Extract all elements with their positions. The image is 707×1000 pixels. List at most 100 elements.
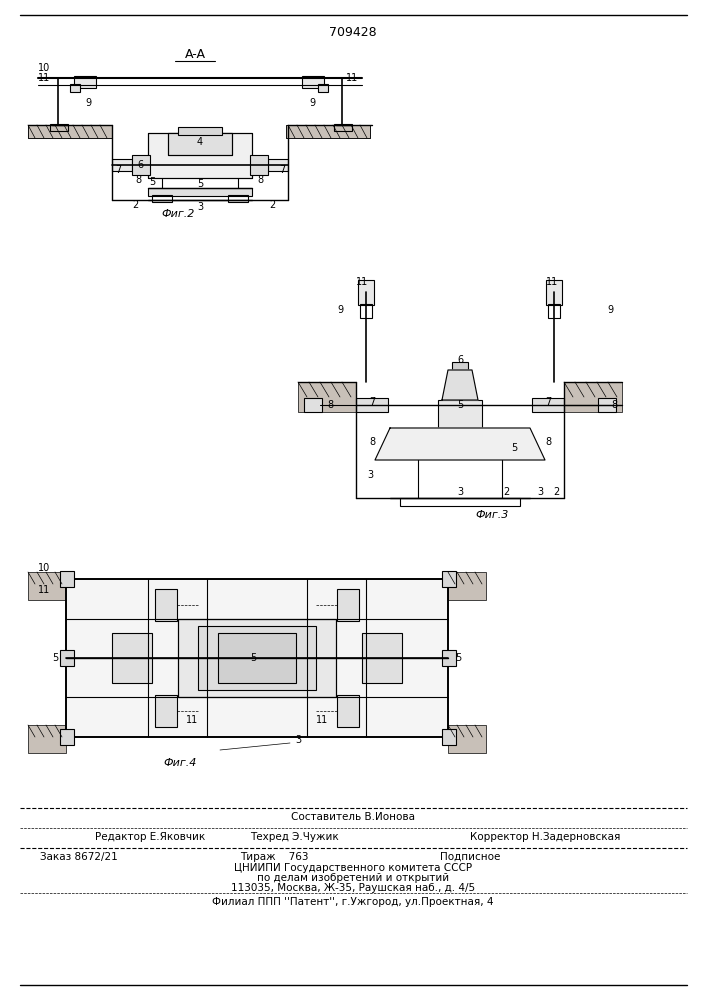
Bar (250, 155, 268, 175)
Bar (70, 84, 80, 92)
Text: 7: 7 (279, 165, 285, 175)
Text: 5: 5 (455, 653, 461, 663)
Bar (442, 650, 456, 666)
Text: Редактор Е.Яковчик: Редактор Е.Яковчик (95, 832, 205, 842)
Text: 8: 8 (135, 175, 141, 185)
Bar (548, 304, 560, 318)
Bar (152, 195, 172, 202)
Bar (218, 633, 296, 683)
Bar (564, 382, 622, 412)
Bar (28, 125, 112, 138)
Bar (298, 382, 356, 412)
Bar (148, 133, 252, 178)
Text: Фиг.2: Фиг.2 (161, 209, 194, 219)
Text: 5: 5 (457, 400, 463, 410)
Bar (356, 398, 388, 412)
Bar (337, 589, 359, 621)
Text: 8: 8 (611, 400, 617, 410)
Text: 6: 6 (137, 160, 143, 170)
Bar (452, 362, 468, 370)
Bar (358, 280, 374, 305)
Bar (66, 579, 448, 737)
Text: 2: 2 (553, 487, 559, 497)
Bar (442, 729, 456, 745)
Text: 11: 11 (316, 715, 328, 725)
Text: 5: 5 (52, 653, 58, 663)
Bar (28, 572, 66, 600)
Bar (178, 127, 222, 135)
Bar (28, 125, 112, 138)
Text: 3: 3 (457, 487, 463, 497)
Text: Подписное: Подписное (440, 852, 501, 862)
Bar (362, 633, 402, 683)
Text: 2: 2 (132, 200, 138, 210)
Bar (532, 398, 564, 412)
Bar (360, 304, 372, 318)
Bar (28, 725, 66, 753)
Text: Фиг.3: Фиг.3 (475, 510, 509, 520)
Bar (198, 626, 316, 690)
Text: 7: 7 (115, 165, 121, 175)
Text: 11: 11 (38, 585, 50, 595)
Text: 9: 9 (337, 305, 343, 315)
Polygon shape (375, 428, 545, 460)
Bar (60, 729, 74, 745)
Text: 5: 5 (149, 177, 155, 187)
Text: 5: 5 (250, 653, 256, 663)
Text: 4: 4 (197, 137, 203, 147)
Text: 709428: 709428 (329, 25, 377, 38)
Bar (168, 133, 232, 155)
Text: 9: 9 (309, 98, 315, 108)
Text: 5: 5 (511, 443, 517, 453)
Bar (438, 400, 482, 428)
Bar (168, 133, 232, 155)
Text: Составитель В.Ионова: Составитель В.Ионова (291, 812, 415, 822)
Text: ЦНИИПИ Государственного комитета СССР: ЦНИИПИ Государственного комитета СССР (234, 863, 472, 873)
Text: 10: 10 (38, 63, 50, 73)
Bar (148, 188, 252, 196)
Text: по делам изобретений и открытий: по делам изобретений и открытий (257, 873, 449, 883)
Bar (148, 133, 252, 178)
Text: 11: 11 (186, 715, 198, 725)
Text: 10: 10 (38, 563, 50, 573)
Text: 11: 11 (38, 73, 50, 83)
Bar (598, 398, 616, 412)
Text: 113035, Москва, Ж-35, Раушская наб., д. 4/5: 113035, Москва, Ж-35, Раушская наб., д. … (231, 883, 475, 893)
Bar (448, 572, 486, 600)
Text: 6: 6 (457, 355, 463, 365)
Bar (334, 124, 352, 131)
Text: 2: 2 (269, 200, 275, 210)
Text: 9: 9 (85, 98, 91, 108)
Bar (66, 579, 448, 737)
Text: Тираж    763: Тираж 763 (240, 852, 308, 862)
Text: 8: 8 (369, 437, 375, 447)
Text: 9: 9 (607, 305, 613, 315)
Bar (337, 695, 359, 727)
Bar (74, 76, 96, 88)
Bar (304, 398, 322, 412)
Text: 11: 11 (356, 277, 368, 287)
Polygon shape (442, 370, 478, 400)
Bar (546, 280, 562, 305)
Bar (228, 195, 248, 202)
Text: Филиал ППП ''Патент'', г.Ужгород, ул.Проектная, 4: Филиал ППП ''Патент'', г.Ужгород, ул.Про… (212, 897, 493, 907)
Bar (178, 619, 336, 697)
Text: 3: 3 (367, 470, 373, 480)
Bar (400, 498, 520, 506)
Text: 8: 8 (257, 175, 263, 185)
Bar (60, 650, 74, 666)
Bar (132, 155, 150, 175)
Bar (286, 125, 370, 138)
Bar (286, 125, 370, 138)
Bar (60, 571, 74, 587)
Text: 3: 3 (295, 735, 301, 745)
Bar (112, 159, 132, 171)
Bar (302, 76, 324, 88)
Bar (155, 589, 177, 621)
Text: 8: 8 (327, 400, 333, 410)
Bar (318, 84, 328, 92)
Bar (155, 695, 177, 727)
Text: 2: 2 (503, 487, 509, 497)
Text: 8: 8 (545, 437, 551, 447)
Text: Заказ 8672/21: Заказ 8672/21 (40, 852, 118, 862)
